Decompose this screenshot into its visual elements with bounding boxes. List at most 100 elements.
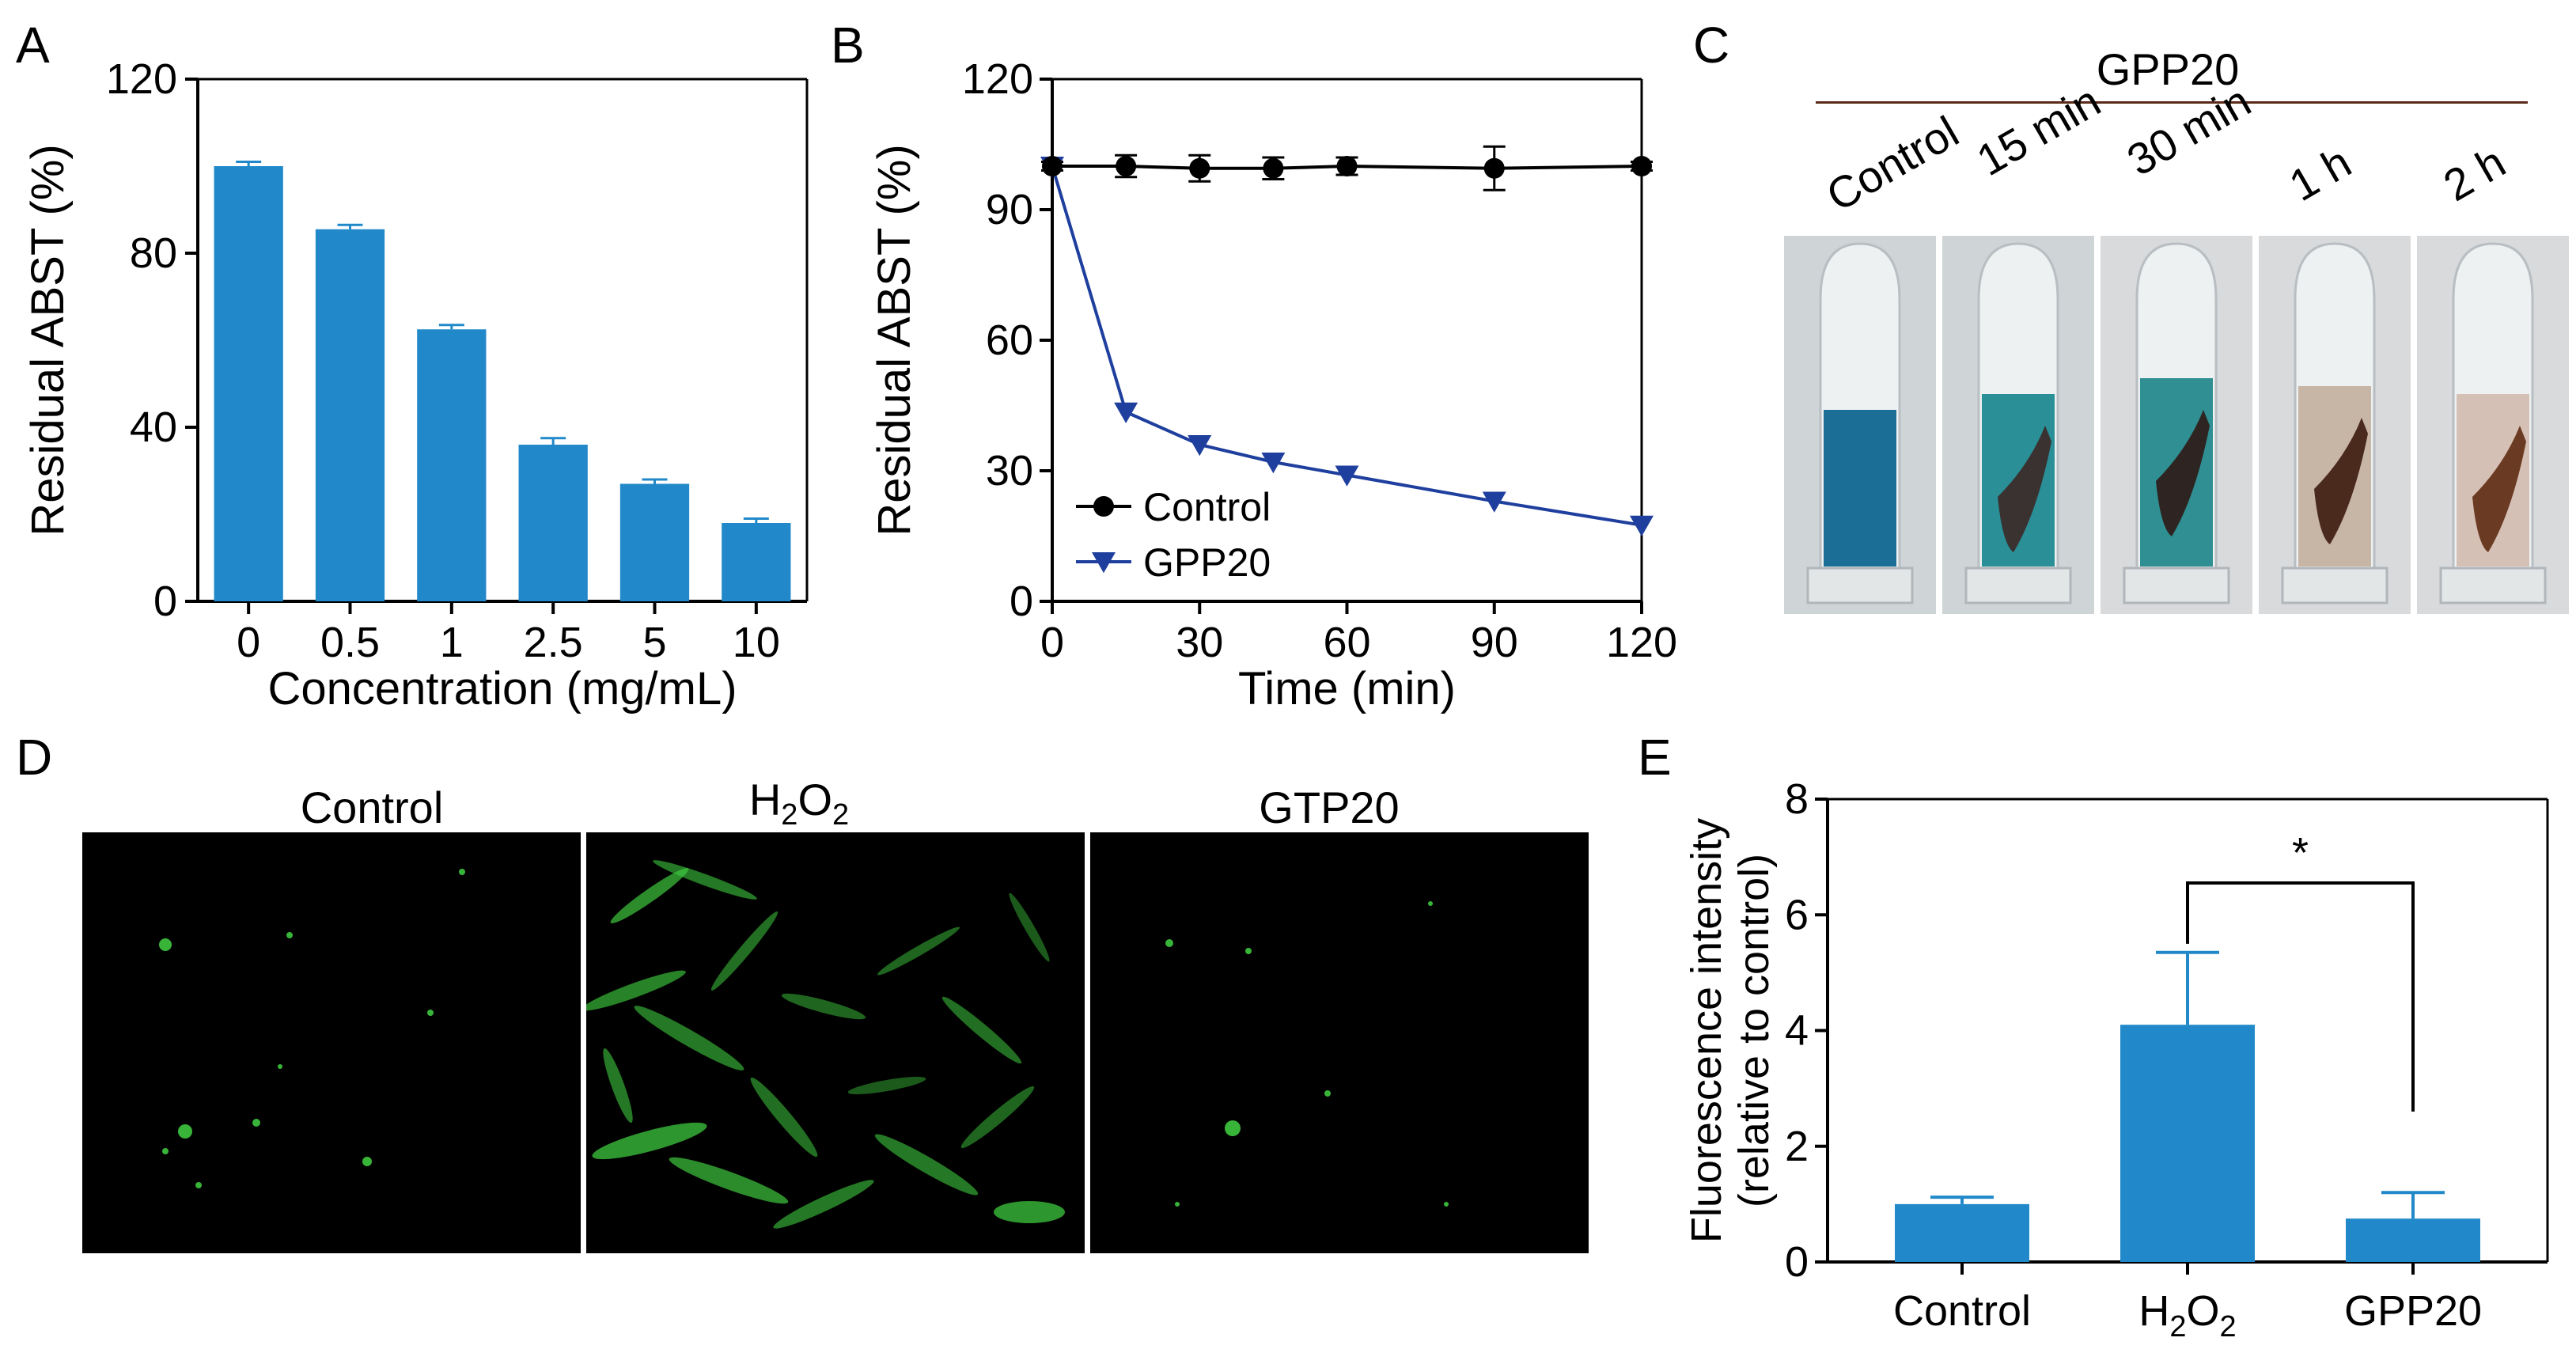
group-label: GPP20 bbox=[2096, 44, 2240, 94]
cell-spot bbox=[592, 1122, 707, 1160]
cell-spot bbox=[195, 1182, 202, 1188]
tube-label: 2 h bbox=[2435, 136, 2513, 211]
legend-marker-gpp20 bbox=[1092, 552, 1116, 574]
cell-spot bbox=[1444, 1202, 1449, 1207]
tube-photo bbox=[2417, 236, 2569, 614]
y-tick-label: 2 bbox=[1785, 1123, 1809, 1170]
tube-base bbox=[1806, 567, 1914, 604]
micro-label-gtp20: GTP20 bbox=[1259, 782, 1400, 832]
y-tick-label: 90 bbox=[986, 186, 1033, 233]
tube-liquid bbox=[1824, 410, 1896, 567]
y-tick-label: 6 bbox=[1785, 891, 1809, 938]
y-tick-label: 80 bbox=[130, 229, 177, 277]
y-axis-label: Residual ABST (%) bbox=[22, 144, 74, 536]
micro-label-control: Control bbox=[300, 782, 444, 832]
tube-label: 15 min bbox=[1968, 75, 2109, 186]
x-tick-label: 2.5 bbox=[524, 619, 583, 666]
tube-label: 1 h bbox=[2281, 136, 2359, 211]
panel-letter-a: A bbox=[16, 17, 50, 74]
y-tick-label: 40 bbox=[130, 404, 177, 451]
bar bbox=[722, 523, 791, 601]
hydrogel-sample bbox=[2314, 418, 2368, 544]
point-control bbox=[1336, 156, 1358, 176]
panel-letter-d: D bbox=[16, 729, 53, 786]
cell-spot bbox=[1225, 1120, 1241, 1136]
y-axis-label: Fluorescence intensity bbox=[1683, 818, 1730, 1243]
point-gpp20 bbox=[1261, 453, 1286, 474]
h-text: H bbox=[748, 775, 782, 824]
bar bbox=[417, 329, 487, 601]
x-tick-label: 0 bbox=[1040, 619, 1064, 666]
y-tick-label: 60 bbox=[986, 316, 1033, 364]
cell-spot bbox=[286, 932, 293, 938]
legend-marker-control bbox=[1093, 496, 1114, 517]
micrograph-background bbox=[82, 832, 581, 1253]
point-gpp20 bbox=[1630, 515, 1654, 536]
point-control bbox=[1116, 156, 1137, 176]
cell-spot bbox=[586, 970, 686, 1011]
micrograph-h2o2 bbox=[586, 832, 1085, 1253]
x-tick-label: H2O2 bbox=[2138, 1287, 2236, 1343]
x-tick-label: 30 bbox=[1176, 619, 1223, 666]
y-tick-label: 120 bbox=[962, 55, 1033, 103]
point-gpp20 bbox=[1188, 435, 1212, 457]
significance-star: * bbox=[2292, 829, 2309, 877]
y-axis-label: (relative to control) bbox=[1730, 854, 1778, 1207]
cell-spot bbox=[162, 1148, 169, 1154]
tube-base bbox=[2439, 567, 2547, 604]
tube-photo bbox=[2101, 236, 2252, 614]
x-tick-label: 0.5 bbox=[320, 619, 380, 666]
cell-spot bbox=[1175, 1202, 1180, 1207]
micrograph-control bbox=[82, 832, 581, 1253]
label-part: H bbox=[2138, 1287, 2169, 1335]
cell-spot bbox=[710, 911, 778, 991]
point-control bbox=[1042, 156, 1063, 176]
cell-spot bbox=[1165, 939, 1173, 947]
cell-spot bbox=[427, 1010, 434, 1016]
cell-spot bbox=[773, 1180, 874, 1229]
legend-label-gpp20: GPP20 bbox=[1143, 540, 1271, 585]
chart-b: 0 30 60 90 120 0 30 60 90 120 Time (min) Residual A… bbox=[869, 55, 1677, 714]
cell-spot bbox=[781, 993, 866, 1020]
panel-letter-c: C bbox=[1693, 17, 1730, 74]
x-tick-label: 1 bbox=[440, 619, 464, 666]
bar bbox=[619, 483, 690, 601]
subscript: 2 bbox=[2220, 1310, 2237, 1343]
sub2-text: 2 bbox=[832, 798, 850, 832]
cell-spot bbox=[750, 1077, 818, 1158]
x-tick-label: 5 bbox=[642, 619, 666, 666]
point-gpp20 bbox=[1482, 491, 1506, 513]
tube-base bbox=[2281, 567, 2388, 604]
cell-spot bbox=[847, 1076, 926, 1095]
cell-spot bbox=[634, 1006, 744, 1070]
y-tick-label: 0 bbox=[1785, 1238, 1809, 1286]
group-line bbox=[1816, 101, 2528, 104]
cell-spot bbox=[874, 1134, 979, 1196]
point-gpp20 bbox=[1335, 465, 1359, 487]
bar bbox=[2346, 1218, 2480, 1262]
x-tick-label: 120 bbox=[1606, 619, 1677, 666]
tube-base bbox=[2123, 567, 2230, 604]
tube-photo bbox=[1942, 236, 2094, 614]
y-tick-label: 0 bbox=[1010, 578, 1033, 625]
x-axis-label: Time (min) bbox=[1238, 663, 1456, 714]
cell-spot bbox=[994, 1201, 1065, 1223]
bar bbox=[2120, 1025, 2255, 1262]
cell-spot bbox=[178, 1124, 192, 1139]
tube-photo bbox=[2259, 236, 2411, 614]
micrograph-gtp20 bbox=[1090, 832, 1589, 1253]
cell-spot bbox=[1009, 892, 1050, 962]
cell-spot bbox=[877, 926, 960, 976]
x-tick-label: 0 bbox=[237, 619, 260, 666]
cell-spot bbox=[960, 1086, 1035, 1149]
cell-spot bbox=[1428, 901, 1433, 906]
y-tick-label: 4 bbox=[1785, 1007, 1809, 1055]
sub2-text: 2 bbox=[781, 798, 798, 832]
bar bbox=[315, 229, 385, 601]
cell-spot bbox=[941, 996, 1022, 1064]
subscript: 2 bbox=[2169, 1310, 2186, 1343]
panel-d: Control H2O2 GTP20 bbox=[0, 712, 1614, 1345]
hydrogel-sample bbox=[1998, 426, 2051, 552]
panel-letter-e: E bbox=[1638, 729, 1672, 786]
hydrogel-sample bbox=[2156, 410, 2210, 536]
